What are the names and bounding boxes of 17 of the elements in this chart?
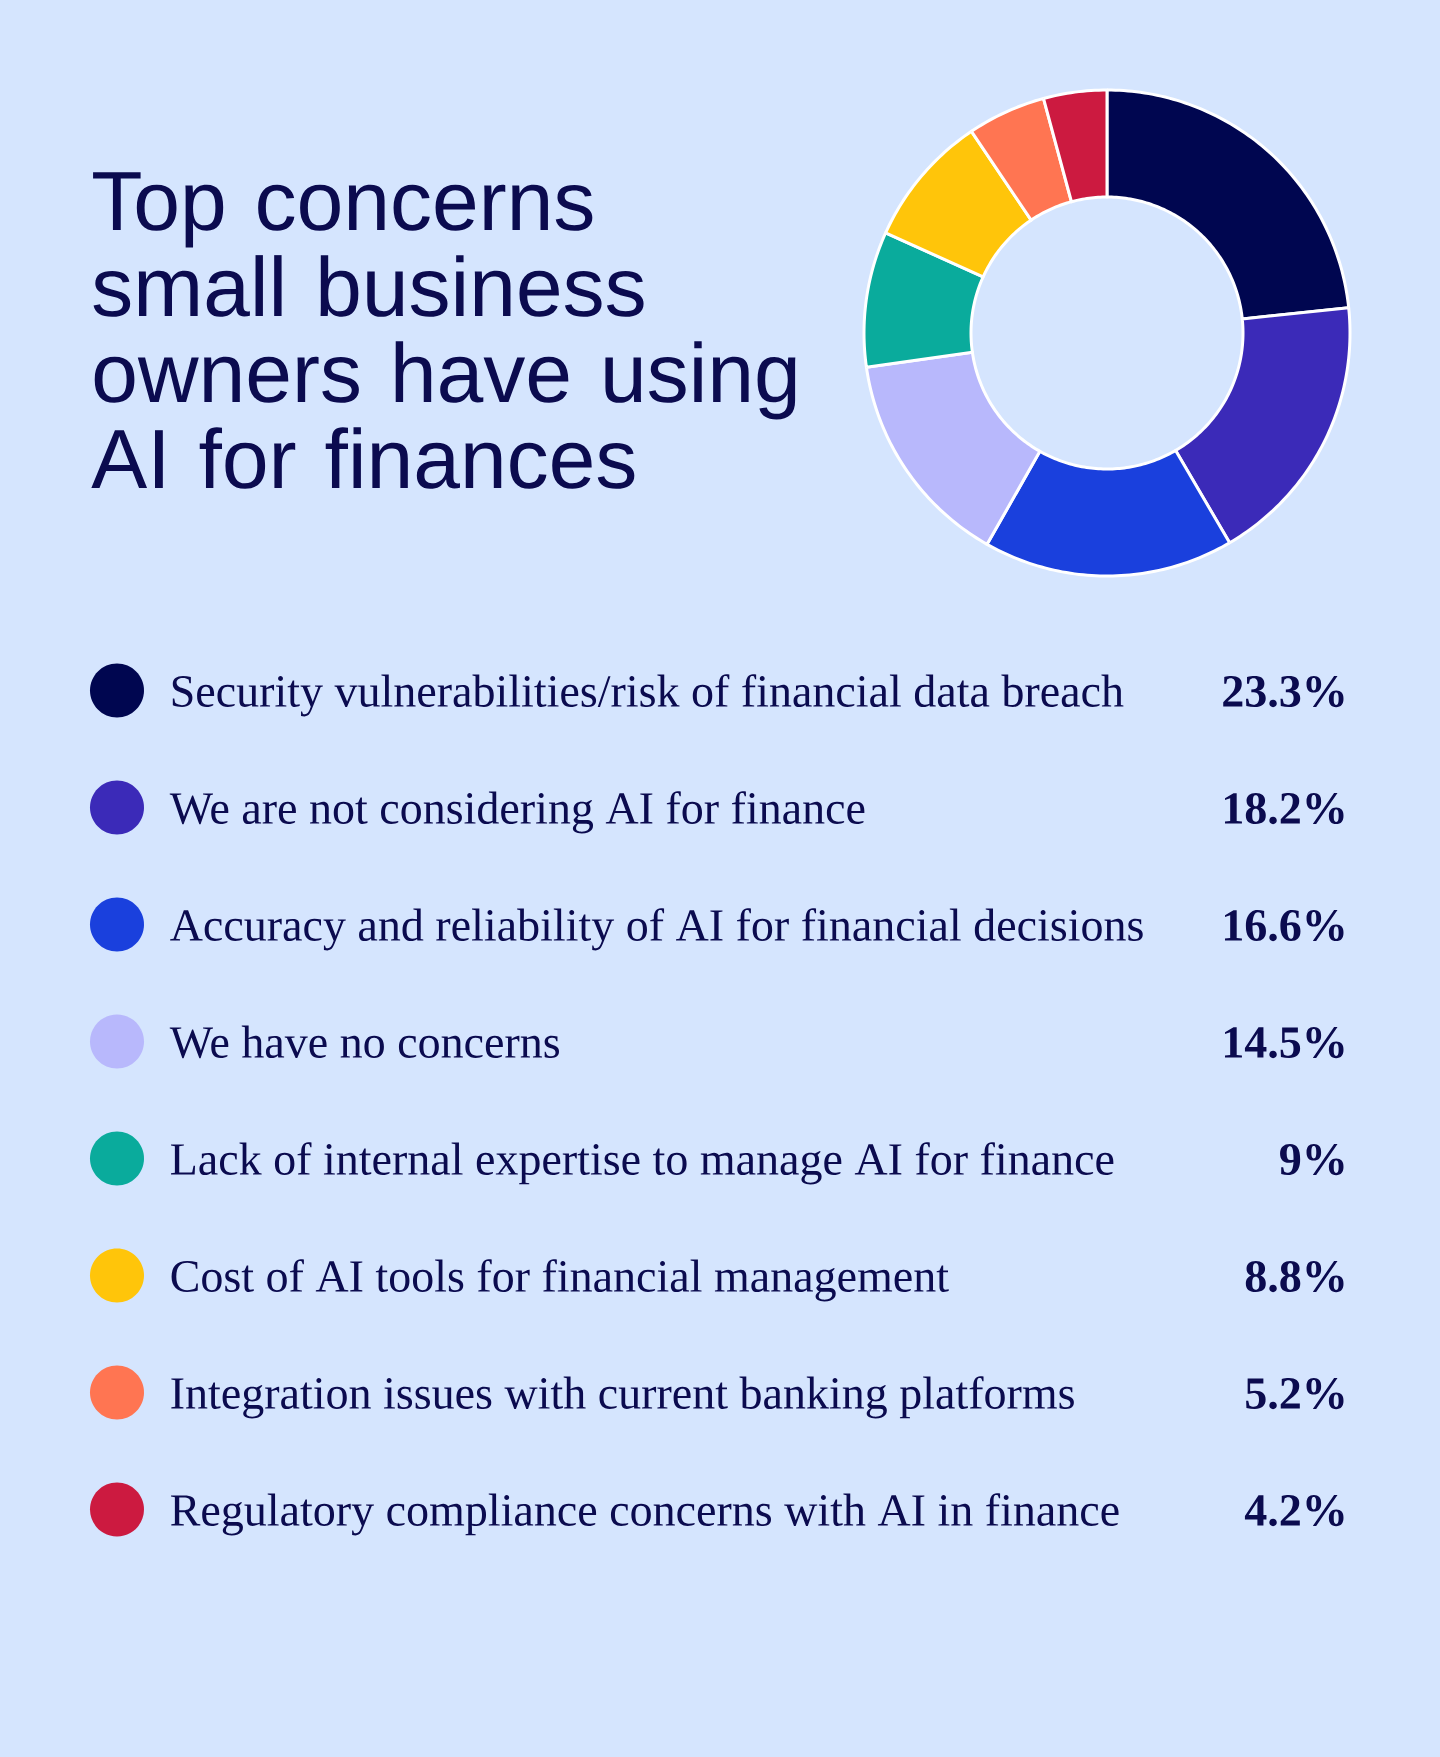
data-label: 5.2% xyxy=(1246,1377,1344,1410)
legend-label: We have no concerns xyxy=(169,1025,559,1059)
legend-label: Accuracy and reliability of AI for financial decisions xyxy=(170,908,1143,951)
text: Top concerns small business owners have using AI for finances xyxy=(91,172,796,489)
data-label: 23.3% xyxy=(1223,675,1344,708)
legend-label: We are not considering AI for finance xyxy=(169,791,865,834)
data-label: 14.5% xyxy=(1224,1026,1344,1059)
data-label: 16.6% xyxy=(1224,909,1344,942)
legend-label: Security vulnerabilities/risk of financial data breach xyxy=(172,674,1124,717)
legend-label: Cost of AI tools for financial management xyxy=(171,1259,949,1302)
legend-label: Lack of internal expertise to manage AI for finance xyxy=(171,1142,1114,1185)
legend-label: Regulatory compliance concerns with AI in finance xyxy=(171,1493,1119,1536)
data-label: 18.2% xyxy=(1224,792,1344,825)
data-label: 9% xyxy=(1280,1143,1344,1176)
data-label: 8.8% xyxy=(1245,1260,1344,1293)
data-label: 4.2% xyxy=(1244,1494,1344,1527)
legend-label: Integration issues with current banking platforms xyxy=(171,1376,1074,1419)
